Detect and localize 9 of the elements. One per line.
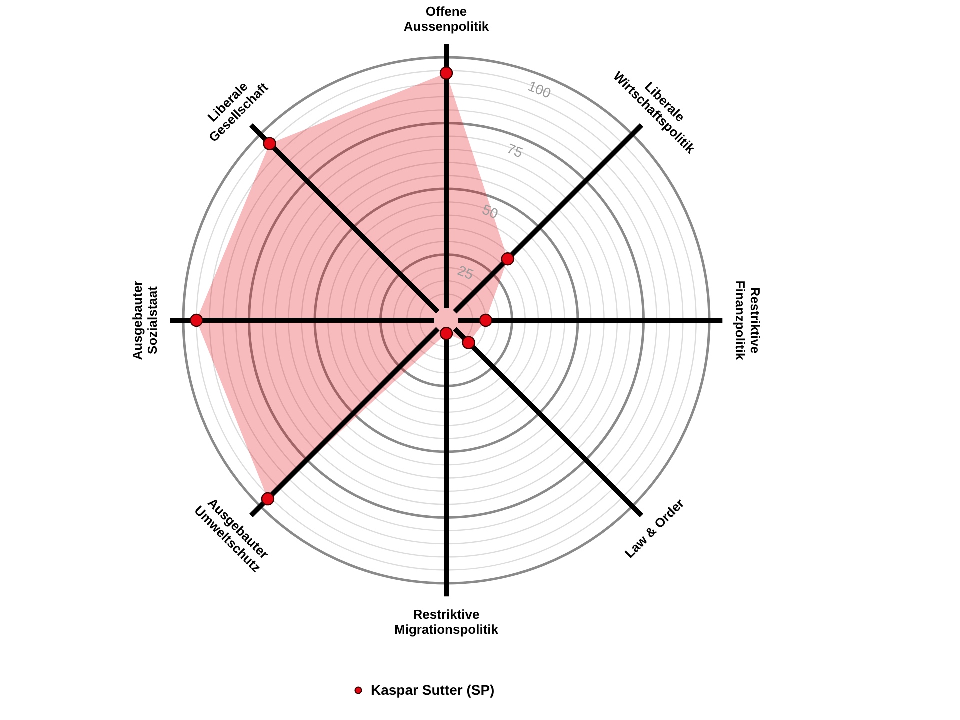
spoke-label: Restriktive Finanzpolitik — [733, 280, 764, 361]
y-tick-label: 25 — [456, 262, 476, 283]
spoke-label: Offene Aussenpolitik — [404, 4, 490, 34]
y-tick-label: 75 — [504, 140, 526, 162]
y-tick-label: 100 — [526, 78, 554, 102]
spoke-label: Restriktive Migrationspolitik — [394, 607, 500, 638]
y-tick-label: 50 — [480, 201, 501, 222]
spoke-label: Ausgebauter Sozialstaat — [130, 280, 160, 360]
legend-label: Kaspar Sutter (SP) — [371, 682, 495, 698]
